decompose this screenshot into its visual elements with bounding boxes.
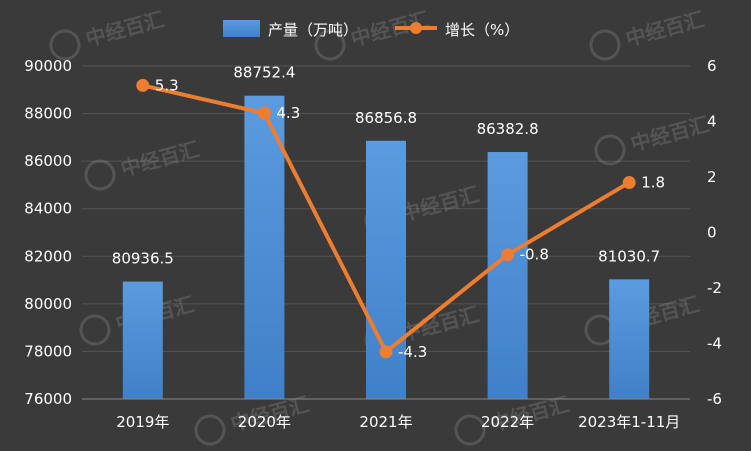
y-left-tick-label: 78000: [24, 342, 72, 360]
line-data-label: -0.8: [520, 246, 549, 264]
growth-point: [257, 106, 271, 120]
watermark-logo: 中经百汇: [84, 137, 202, 191]
growth-point: [136, 78, 150, 92]
legend-bar-swatch: [223, 20, 260, 37]
watermark-circle: [314, 29, 346, 61]
bar: [487, 152, 528, 399]
x-tick-label: 2019年: [116, 413, 169, 431]
watermark-circle: [194, 414, 226, 446]
y-left-tick-label: 90000: [24, 57, 72, 75]
y-right-tick-label: -2: [707, 279, 722, 297]
growth-point: [622, 176, 636, 190]
y-left-tick-label: 82000: [24, 247, 72, 265]
line-data-label: 1.8: [641, 174, 665, 192]
watermark-circle: [454, 414, 486, 446]
x-tick-label: 2023年1-11月: [578, 413, 680, 431]
watermark-text: 中经百汇: [398, 182, 481, 226]
bar: [244, 95, 285, 400]
y-right-tick-label: -4: [707, 335, 722, 353]
legend-line-marker: [410, 22, 422, 34]
watermark-circle: [49, 29, 81, 61]
bar-data-label: 86856.8: [355, 109, 417, 127]
watermark-logo: 中经百汇: [49, 7, 167, 61]
growth-point: [501, 248, 515, 262]
y-right-tick-label: -6: [707, 390, 722, 408]
y-left-tick-label: 80000: [24, 295, 72, 313]
watermark-text: 中经百汇: [628, 112, 711, 156]
x-tick-label: 2022年: [481, 413, 534, 431]
line-data-label: 5.3: [155, 76, 179, 94]
watermark-circle: [594, 134, 626, 166]
line-data-label: 4.3: [276, 104, 300, 122]
y-right-tick-label: 4: [707, 113, 717, 131]
y-left-tick-label: 86000: [24, 152, 72, 170]
bar-data-label: 86382.8: [477, 120, 539, 138]
watermark-text: 中经百汇: [623, 7, 706, 51]
y-left-tick-label: 88000: [24, 105, 72, 123]
bar-data-label: 80936.5: [112, 250, 174, 268]
legend-line-label: 增长（%）: [445, 21, 519, 39]
watermark-circle: [589, 29, 621, 61]
x-tick-label: 2020年: [238, 413, 291, 431]
bar: [609, 279, 650, 399]
watermark-logo: 中经百汇: [589, 7, 707, 61]
watermark-circle: [79, 314, 111, 346]
watermark-text: 中经百汇: [83, 7, 166, 51]
y-right-tick-label: 6: [707, 57, 717, 75]
y-left-tick-label: 84000: [24, 200, 72, 218]
bar: [122, 281, 163, 399]
bar-data-label: 81030.7: [598, 247, 660, 265]
y-left-tick-label: 76000: [24, 390, 72, 408]
y-right-tick-label: 0: [707, 224, 717, 242]
growth-point: [379, 345, 393, 359]
legend-bar-label: 产量（万吨）: [268, 21, 358, 39]
watermark-circle: [84, 159, 116, 191]
watermark-logo: 中经百汇: [594, 112, 712, 166]
bar-data-label: 88752.4: [233, 64, 295, 82]
x-tick-label: 2021年: [359, 413, 412, 431]
watermark-text: 中经百汇: [118, 137, 201, 181]
line-data-label: -4.3: [398, 343, 427, 361]
y-right-tick-label: 2: [707, 168, 717, 186]
